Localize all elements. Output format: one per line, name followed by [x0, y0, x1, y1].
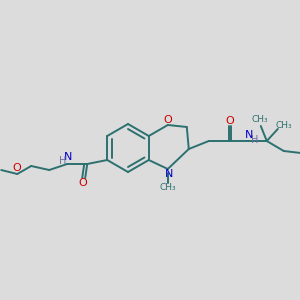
Text: CH₃: CH₃ [275, 121, 292, 130]
Text: O: O [79, 178, 88, 188]
Text: O: O [225, 116, 234, 126]
Text: CH₃: CH₃ [251, 116, 268, 124]
Text: H: H [251, 135, 259, 145]
Text: O: O [13, 163, 22, 173]
Text: N: N [64, 152, 72, 162]
Text: H: H [58, 156, 66, 166]
Text: N: N [165, 169, 173, 179]
Text: O: O [164, 115, 172, 125]
Text: N: N [244, 130, 253, 140]
Text: CH₃: CH₃ [160, 184, 176, 193]
